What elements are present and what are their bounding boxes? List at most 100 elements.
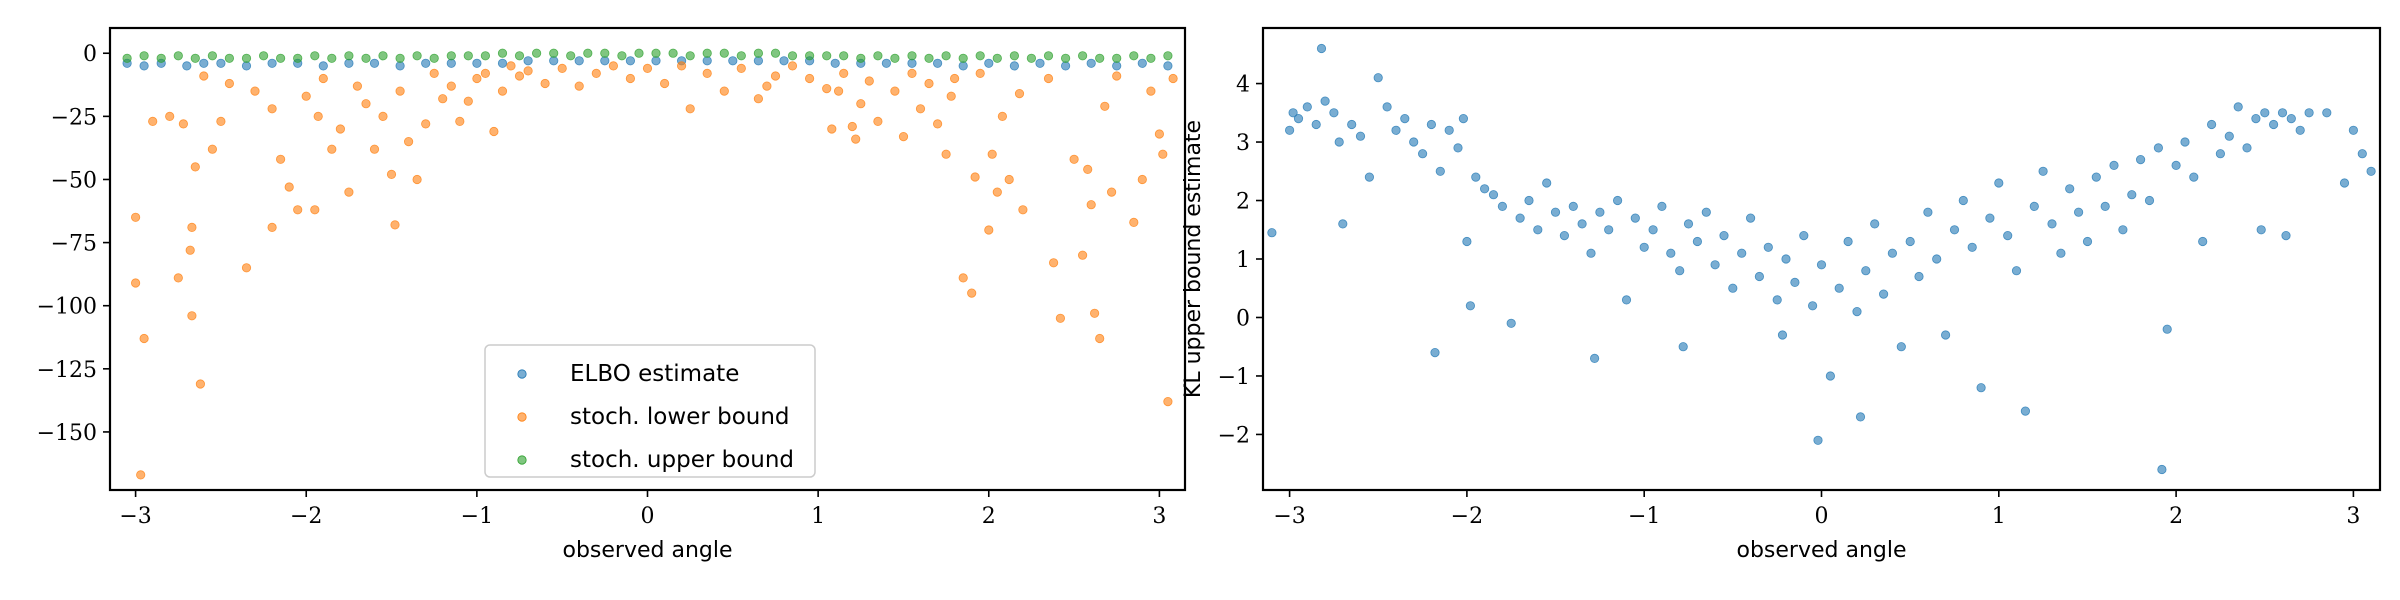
data-point (1932, 254, 1942, 264)
series-2 (131, 61, 1178, 480)
data-point (736, 51, 746, 61)
data-point (1870, 219, 1880, 229)
data-point (941, 51, 951, 61)
data-point (1338, 219, 1348, 229)
data-point (1985, 213, 1995, 223)
data-point (1293, 114, 1304, 124)
data-point (1163, 396, 1173, 407)
data-point (1285, 125, 1295, 135)
data-point (1813, 435, 1823, 445)
data-point (1816, 260, 1827, 270)
data-point (463, 51, 473, 61)
data-point (2020, 406, 2031, 416)
data-point (2286, 114, 2296, 124)
data-point (1542, 178, 1552, 188)
legend-label: stoch. upper bound (570, 447, 794, 473)
x-tick-label: 3 (2346, 504, 2360, 529)
data-point (1168, 73, 1178, 84)
data-point (856, 99, 866, 109)
data-point (1288, 108, 1298, 118)
data-point (139, 61, 149, 71)
data-point (412, 174, 422, 185)
data-point (480, 68, 490, 79)
data-point (549, 48, 559, 58)
data-point (2047, 219, 2057, 229)
legend-marker (517, 412, 527, 422)
data-point (310, 205, 320, 215)
plot-frame (1261, 26, 2382, 492)
data-point (1069, 154, 1079, 164)
data-point (421, 58, 431, 68)
data-point (1078, 250, 1088, 260)
data-point (318, 61, 328, 71)
data-point (1137, 58, 1147, 68)
data-point (2136, 155, 2146, 165)
data-point (1095, 53, 1105, 63)
data-point (992, 53, 1002, 63)
y-tick-label: −1 (1218, 365, 1250, 390)
data-point (634, 48, 644, 58)
data-point (216, 116, 226, 127)
data-point (1004, 174, 1014, 185)
data-point (915, 104, 926, 114)
data-point (946, 91, 956, 101)
data-point (1373, 73, 1383, 83)
data-point (890, 53, 900, 63)
data-point (847, 121, 857, 132)
data-point (864, 76, 874, 86)
data-point (216, 58, 226, 68)
data-point (185, 245, 195, 255)
data-point (2366, 166, 2376, 176)
data-point (122, 53, 132, 63)
data-point (779, 56, 789, 66)
data-point (1613, 195, 1623, 206)
data-point (600, 56, 610, 66)
data-point (1976, 383, 1986, 393)
data-point (1524, 195, 1534, 206)
data-point (924, 53, 934, 63)
data-point (1923, 207, 1933, 217)
data-point (924, 78, 934, 89)
data-point (1533, 225, 1543, 235)
data-point (395, 53, 405, 63)
data-point (369, 144, 380, 154)
data-point (1083, 164, 1093, 174)
data-point (1035, 58, 1045, 68)
data-point (2029, 201, 2039, 211)
data-point (310, 51, 320, 61)
data-point (1086, 200, 1096, 210)
data-point (1683, 219, 1694, 229)
data-point (187, 222, 197, 232)
x-tick-label: −2 (290, 504, 322, 529)
x-tick-label: −3 (119, 504, 151, 529)
data-point (1497, 201, 1508, 211)
data-point (1112, 53, 1122, 63)
data-point (600, 48, 610, 58)
data-point (1078, 51, 1088, 61)
data-point (241, 53, 252, 63)
data-point (2224, 131, 2234, 141)
data-point (941, 149, 951, 159)
data-point (2074, 207, 2084, 217)
data-point (2056, 248, 2066, 258)
data-point (676, 61, 687, 71)
data-point (1550, 207, 1561, 217)
data-point (1692, 236, 1703, 247)
data-point (2118, 225, 2128, 235)
data-point (1754, 271, 1765, 282)
data-point (719, 86, 729, 96)
data-point (1320, 96, 1330, 106)
legend: ELBO estimate stoch. lower bound stoch. up… (484, 344, 816, 478)
data-point (2038, 166, 2048, 176)
data-point (2207, 119, 2217, 130)
y-tick-label: 0 (1236, 306, 1250, 331)
data-point (984, 225, 994, 235)
data-point (2339, 178, 2350, 188)
data-point (736, 63, 746, 74)
data-point (1905, 236, 1915, 247)
data-point (1086, 58, 1096, 68)
data-point (830, 58, 840, 68)
data-point (241, 263, 252, 273)
data-point (1577, 219, 1587, 229)
data-point (395, 61, 405, 71)
